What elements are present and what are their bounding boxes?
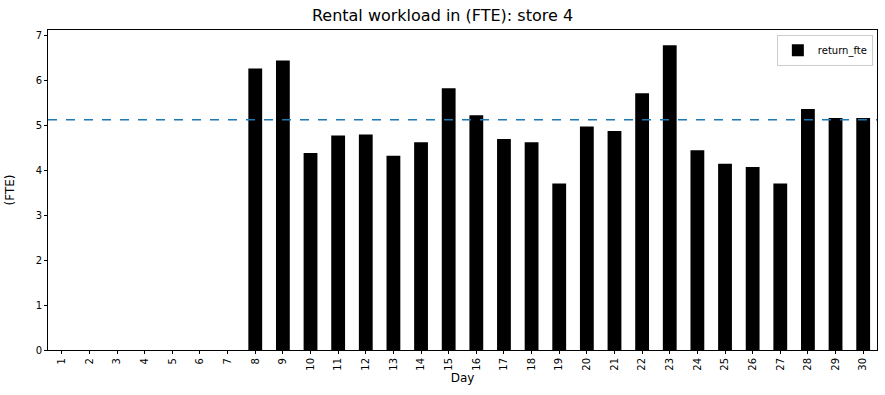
svg-text:13: 13 (388, 358, 399, 371)
svg-text:10: 10 (305, 358, 316, 371)
svg-text:9: 9 (277, 358, 288, 364)
svg-text:0: 0 (36, 345, 42, 356)
svg-text:3: 3 (36, 210, 42, 221)
svg-text:28: 28 (802, 358, 813, 371)
svg-text:17: 17 (498, 358, 509, 371)
svg-text:7: 7 (222, 358, 233, 364)
svg-text:3: 3 (111, 358, 122, 364)
svg-text:30: 30 (857, 358, 868, 371)
svg-text:return_fte: return_fte (818, 45, 867, 57)
svg-text:11: 11 (332, 358, 343, 371)
svg-text:26: 26 (747, 358, 758, 371)
svg-text:8: 8 (250, 358, 261, 364)
svg-text:5: 5 (36, 120, 42, 131)
svg-text:14: 14 (415, 358, 426, 371)
svg-text:6: 6 (36, 75, 42, 86)
svg-text:21: 21 (609, 358, 620, 371)
svg-text:4: 4 (139, 358, 150, 364)
svg-text:(FTE): (FTE) (3, 175, 17, 206)
svg-text:Day: Day (451, 371, 475, 385)
svg-text:6: 6 (194, 358, 205, 364)
svg-text:25: 25 (719, 358, 730, 371)
svg-text:20: 20 (581, 358, 592, 371)
svg-text:2: 2 (36, 255, 42, 266)
svg-text:Rental workload in (FTE): stor: Rental workload in (FTE): store 4 (312, 6, 573, 25)
svg-text:18: 18 (526, 358, 537, 371)
svg-text:29: 29 (830, 358, 841, 371)
svg-text:19: 19 (553, 358, 564, 371)
svg-text:16: 16 (471, 358, 482, 371)
svg-text:4: 4 (36, 165, 42, 176)
svg-text:15: 15 (443, 358, 454, 371)
svg-text:1: 1 (56, 358, 67, 364)
svg-text:27: 27 (775, 358, 786, 371)
svg-text:5: 5 (167, 358, 178, 364)
svg-text:23: 23 (664, 358, 675, 371)
svg-text:12: 12 (360, 358, 371, 371)
svg-text:7: 7 (36, 30, 42, 41)
svg-text:24: 24 (692, 358, 703, 371)
svg-text:2: 2 (84, 358, 95, 364)
svg-text:22: 22 (636, 358, 647, 371)
svg-text:1: 1 (36, 300, 42, 311)
